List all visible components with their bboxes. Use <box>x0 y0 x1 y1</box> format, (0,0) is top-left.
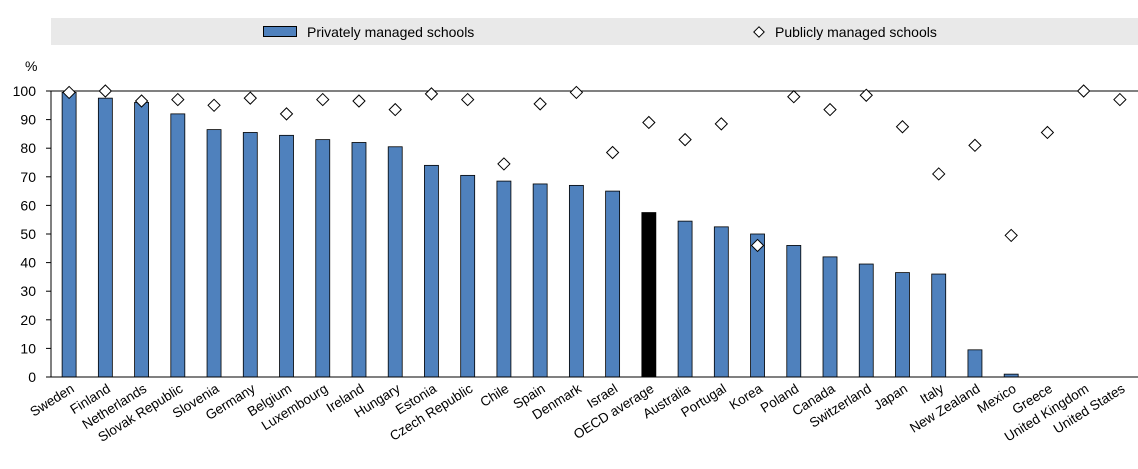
bar <box>316 140 330 377</box>
diamond-marker <box>570 86 582 98</box>
y-tick-label: 90 <box>20 112 36 128</box>
x-tick-label: New Zealand <box>907 381 982 436</box>
y-tick-label: 70 <box>20 169 36 185</box>
diamond-marker <box>1078 85 1090 97</box>
bar <box>968 350 982 377</box>
diamond-marker <box>1005 229 1017 241</box>
diamond-marker <box>1114 94 1126 106</box>
diamond-marker <box>534 98 546 110</box>
bar <box>751 234 765 377</box>
diamond-marker <box>679 134 691 146</box>
diamond-marker <box>317 94 329 106</box>
diamond-marker <box>208 99 220 111</box>
x-tick-label: Mexico <box>975 381 1019 416</box>
y-tick-label: 10 <box>20 340 36 356</box>
bar <box>280 135 294 377</box>
bar <box>895 273 909 377</box>
diamond-marker <box>99 85 111 97</box>
bar <box>352 142 366 377</box>
bar <box>533 184 547 377</box>
bar <box>787 245 801 377</box>
diamond-marker <box>824 104 836 116</box>
y-tick-label: 80 <box>20 140 36 156</box>
diamond-marker <box>933 168 945 180</box>
diamond-marker <box>969 139 981 151</box>
bar <box>62 92 76 377</box>
bar <box>714 227 728 377</box>
diamond-marker <box>896 121 908 133</box>
y-tick-label: 30 <box>20 283 36 299</box>
bar <box>932 274 946 377</box>
bar <box>243 132 257 377</box>
diamond-marker <box>1041 126 1053 138</box>
bar <box>859 264 873 377</box>
diamond-marker <box>607 146 619 158</box>
x-tick-label: Chile <box>477 381 511 410</box>
bar <box>642 213 656 377</box>
diamond-marker <box>244 92 256 104</box>
y-tick-label: 100 <box>13 83 37 99</box>
bar <box>171 114 185 377</box>
bar <box>98 98 112 377</box>
bar <box>135 102 149 377</box>
diamond-marker <box>462 94 474 106</box>
bar <box>388 147 402 377</box>
diamond-marker <box>788 91 800 103</box>
diamond-marker <box>498 158 510 170</box>
bar <box>461 175 475 377</box>
y-tick-label: 60 <box>20 197 36 213</box>
x-tick-label: Japan <box>871 381 910 413</box>
diamond-marker <box>425 88 437 100</box>
bar <box>606 191 620 377</box>
diamond-marker <box>715 118 727 130</box>
bar <box>424 165 438 377</box>
diamond-marker <box>172 94 184 106</box>
x-tick-label: Sweden <box>27 381 76 420</box>
bar <box>497 181 511 377</box>
y-tick-label: 50 <box>20 226 36 242</box>
diamond-marker <box>389 104 401 116</box>
y-tick-label: 20 <box>20 312 36 328</box>
y-tick-label: 0 <box>28 369 36 385</box>
diamond-marker <box>353 95 365 107</box>
bar <box>207 130 221 377</box>
y-tick-label: 40 <box>20 255 36 271</box>
diamond-marker <box>281 108 293 120</box>
bar <box>823 257 837 377</box>
bar <box>678 221 692 377</box>
bar <box>569 185 583 377</box>
diamond-marker <box>643 116 655 128</box>
